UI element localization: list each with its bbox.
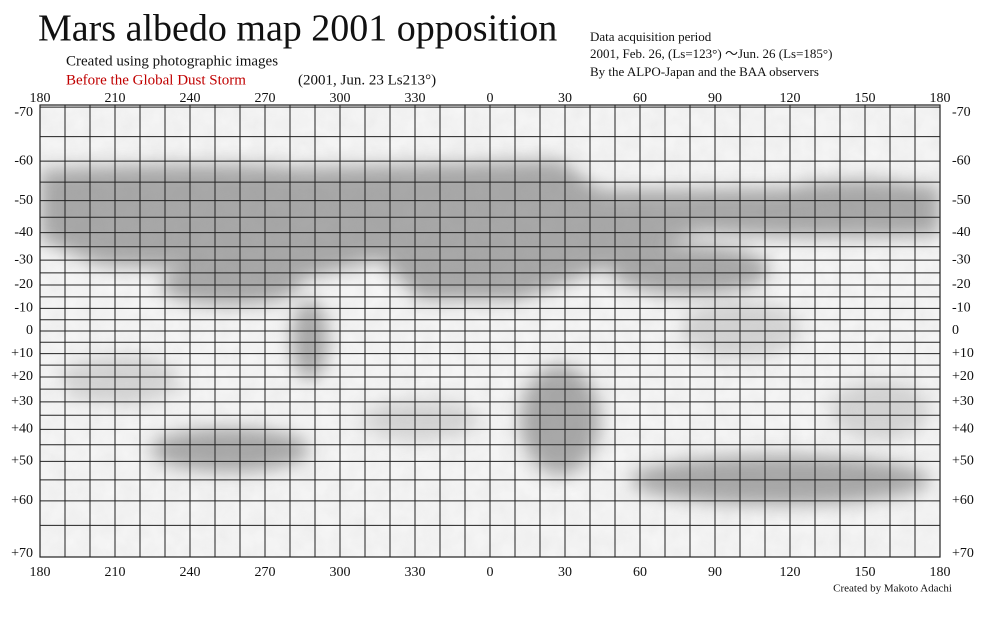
- longitude-label-bottom: 90: [708, 565, 722, 580]
- latitude-label-left: +60: [11, 493, 33, 508]
- latitude-label-right: +70: [952, 546, 974, 561]
- latitude-label-left: +40: [11, 422, 33, 437]
- latitude-label-left: +20: [11, 369, 33, 384]
- longitude-label-top: 120: [780, 91, 801, 106]
- latitude-label-left: -50: [14, 193, 33, 208]
- longitude-label-bottom: 180: [930, 565, 951, 580]
- longitude-label-bottom: 150: [855, 565, 876, 580]
- info-heading: Data acquisition period: [590, 29, 712, 44]
- title: Mars albedo map 2001 opposition: [38, 8, 557, 50]
- latitude-label-right: +10: [952, 346, 974, 361]
- latitude-label-right: -30: [952, 252, 971, 267]
- latitude-label-left: -40: [14, 225, 33, 240]
- longitude-label-bottom: 330: [405, 565, 426, 580]
- latitude-label-left: -20: [14, 277, 33, 292]
- subtitle: Created using photographic images: [66, 53, 278, 69]
- latitude-label-right: +20: [952, 369, 974, 384]
- latitude-label-left: +70: [11, 546, 33, 561]
- latitude-label-left: +50: [11, 454, 33, 469]
- longitude-label-bottom: 120: [780, 565, 801, 580]
- longitude-label-bottom: 270: [255, 565, 276, 580]
- grid: [39, 105, 941, 557]
- latitude-label-left: -60: [14, 153, 33, 168]
- longitude-label-top: 180: [930, 91, 951, 106]
- highlight-note: (2001, Jun. 23 Ls213°): [298, 72, 436, 88]
- latitude-label-right: +50: [952, 454, 974, 469]
- credit: Created by Makoto Adachi: [833, 583, 952, 595]
- longitude-label-bottom: 300: [330, 565, 351, 580]
- latitude-label-left: -10: [14, 301, 33, 316]
- latitude-label-right: -60: [952, 153, 971, 168]
- longitude-label-bottom: 180: [30, 565, 51, 580]
- latitude-label-right: -20: [952, 277, 971, 292]
- longitude-label-bottom: 240: [180, 565, 201, 580]
- map-frame: [39, 104, 941, 558]
- longitude-label-bottom: 30: [558, 565, 572, 580]
- latitude-label-left: -70: [14, 105, 33, 120]
- longitude-label-top: 210: [105, 91, 126, 106]
- latitude-label-right: +30: [952, 394, 974, 409]
- longitude-label-top: 330: [405, 91, 426, 106]
- longitude-label-top: 150: [855, 91, 876, 106]
- latitude-label-right: -10: [952, 301, 971, 316]
- longitude-label-top: 60: [633, 91, 647, 106]
- longitude-label-top: 300: [330, 91, 351, 106]
- longitude-label-bottom: 210: [105, 565, 126, 580]
- latitude-label-right: -50: [952, 193, 971, 208]
- longitude-label-top: 0: [487, 91, 494, 106]
- latitude-label-left: +10: [11, 346, 33, 361]
- longitude-label-top: 270: [255, 91, 276, 106]
- latitude-label-right: -40: [952, 225, 971, 240]
- longitude-label-top: 180: [30, 91, 51, 106]
- longitude-label-bottom: 0: [487, 565, 494, 580]
- latitude-label-left: 0: [26, 323, 33, 338]
- latitude-label-right: 0: [952, 323, 959, 338]
- latitude-label-right: -70: [952, 105, 971, 120]
- latitude-label-right: +40: [952, 422, 974, 437]
- longitude-label-bottom: 60: [633, 565, 647, 580]
- latitude-label-left: -30: [14, 252, 33, 267]
- latitude-label-left: +30: [11, 394, 33, 409]
- info-observers: By the ALPO-Japan and the BAA observers: [590, 64, 819, 79]
- longitude-label-top: 90: [708, 91, 722, 106]
- info-period: 2001, Feb. 26, (Ls=123°) ～Jun. 26 (Ls=18…: [590, 46, 832, 61]
- latitude-label-right: +60: [952, 493, 974, 508]
- longitude-label-top: 30: [558, 91, 572, 106]
- longitude-label-top: 240: [180, 91, 201, 106]
- highlight: Before the Global Dust Storm: [66, 72, 246, 88]
